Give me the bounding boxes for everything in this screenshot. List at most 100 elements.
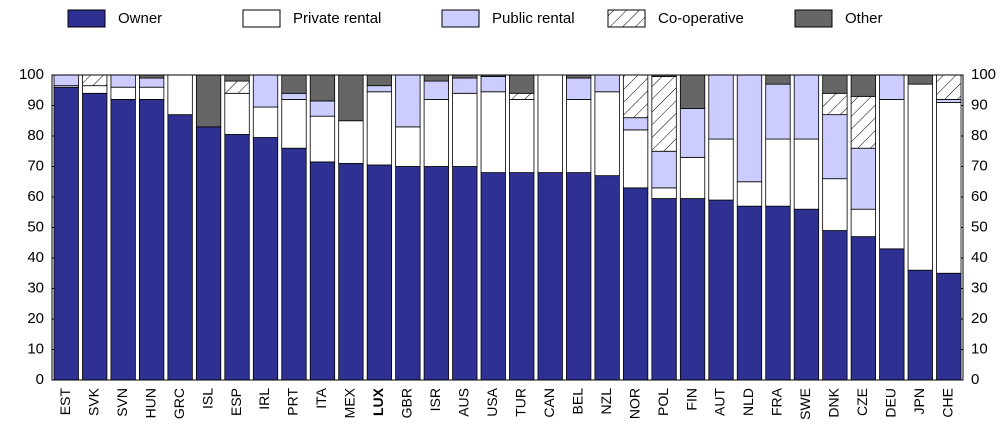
x-tick-label: USA (484, 387, 500, 416)
bar-segment (110, 99, 136, 381)
bar-segment (651, 187, 677, 199)
bar-segment (423, 74, 449, 82)
plot-frame (51, 74, 964, 381)
bar-segment (850, 74, 876, 97)
x-tick-label: IRL (256, 388, 272, 410)
bar-segment (936, 74, 962, 100)
bar-segment (452, 92, 478, 167)
bar-segment (82, 85, 108, 94)
y2-tick-label: 70 (971, 157, 988, 174)
x-tick-label: CHE (939, 388, 955, 418)
bar-segment (309, 115, 336, 163)
bar-segment (651, 76, 677, 152)
x-tick-label: FIN (683, 388, 699, 411)
y-tick-label: 10 (27, 340, 44, 357)
bar-segment (110, 86, 136, 100)
bar-segment (907, 74, 933, 85)
x-tick-label: GBR (399, 388, 415, 418)
bar-segment (822, 230, 848, 381)
bar-segment (195, 126, 222, 381)
bar-segment (423, 80, 449, 100)
y-tick-label: 50 (27, 218, 44, 235)
bar-segment (907, 269, 933, 381)
bar-segment (509, 92, 535, 100)
legend-swatch (794, 9, 833, 28)
bar-segment (139, 77, 165, 88)
bar-segment (708, 138, 734, 201)
legend-swatch (242, 9, 281, 28)
bar-segment (566, 172, 592, 381)
y2-tick-label: 30 (971, 279, 988, 296)
bar-segment (879, 248, 905, 381)
x-tick-label: SWE (797, 388, 813, 420)
bar-segment (622, 117, 649, 131)
bar-segment (594, 91, 620, 177)
x-tick-label: HUN (142, 388, 158, 418)
bar-segment (651, 150, 677, 189)
legend-label: Other (845, 10, 883, 27)
bar-segment (736, 181, 763, 207)
bar-segment (139, 86, 165, 100)
bar-segment (53, 86, 79, 381)
bar-segment (622, 74, 649, 119)
bar-segment (879, 99, 905, 250)
y-tick-label: 20 (27, 310, 44, 327)
bar-segment (822, 92, 848, 116)
bar-segment (736, 74, 763, 183)
y2-tick-label: 40 (971, 249, 988, 266)
bar-segment (765, 205, 791, 381)
bar-segment (566, 77, 592, 100)
bar-segment (480, 91, 506, 173)
x-tick-label: POL (655, 388, 671, 416)
x-tick-label: ISR (427, 388, 443, 411)
bar-segment (537, 172, 563, 381)
x-tick-label: LUX (370, 387, 386, 416)
bar-segment (793, 74, 820, 140)
y2-tick-label: 100 (971, 66, 996, 83)
bar-segment (224, 134, 250, 381)
x-tick-label: BEL (569, 388, 585, 415)
bar-segment (309, 100, 336, 117)
bar-segment (480, 76, 506, 93)
bar-segment (679, 108, 706, 158)
bar-segment (793, 138, 820, 210)
x-tick-label: JPN (911, 388, 927, 414)
bar-segment (708, 74, 734, 140)
bar-segment (338, 163, 364, 381)
bar-segment (452, 77, 478, 94)
legend-swatch (67, 9, 106, 28)
bar-segment (509, 99, 535, 173)
bar-segment (224, 92, 250, 135)
y-tick-label: 90 (27, 96, 44, 113)
bar-segment (281, 99, 307, 149)
bar-segment (195, 74, 222, 128)
x-tick-label: AUT (712, 388, 728, 416)
bar-segment (537, 74, 563, 173)
x-tick-label: DEU (883, 388, 899, 418)
y2-tick-label: 10 (971, 340, 988, 357)
bar-segment (936, 102, 962, 274)
bar-segment (366, 74, 393, 87)
bar-segment (736, 205, 763, 381)
bar-segment (850, 208, 876, 238)
bar-segment (850, 236, 876, 381)
bar-segment (879, 74, 905, 100)
bar-segment (309, 161, 336, 381)
y2-tick-label: 80 (971, 127, 988, 144)
bar-segment (224, 80, 250, 94)
bar-segment (139, 99, 165, 381)
bar-segment (366, 91, 393, 166)
bar-segment (82, 74, 108, 87)
bar-segment (679, 198, 706, 381)
bar-segment (765, 74, 791, 85)
bar-segment (167, 114, 193, 381)
bar-segment (395, 74, 421, 128)
y2-tick-label: 60 (971, 188, 988, 205)
x-tick-label: PRT (285, 388, 301, 416)
bar-segment (252, 137, 279, 381)
bar-segment (281, 92, 307, 100)
y2-tick-label: 90 (971, 96, 988, 113)
bar-segment (622, 129, 649, 189)
x-tick-label: MEX (342, 387, 358, 418)
bar-segment (395, 126, 421, 167)
